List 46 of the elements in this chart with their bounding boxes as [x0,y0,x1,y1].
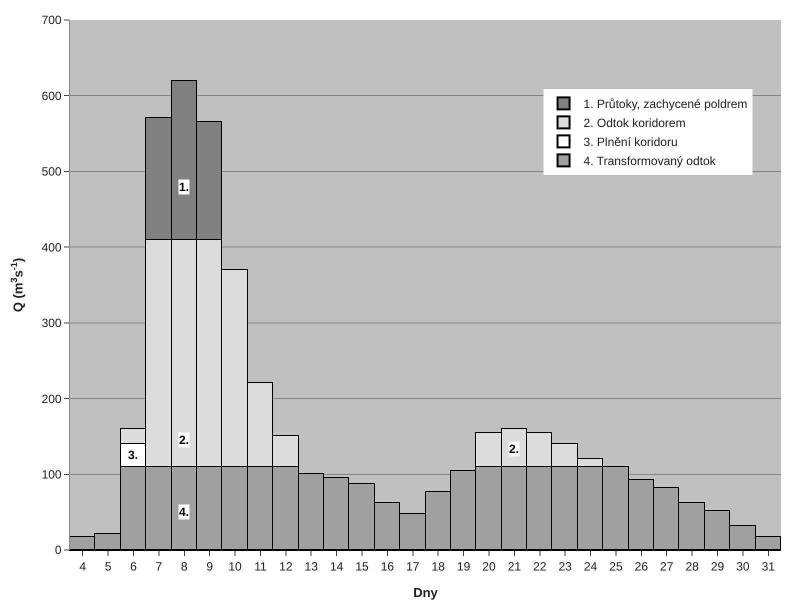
x-tick-label: 24 [584,559,598,574]
y-tick-label: 300 [42,316,62,330]
x-tick-label: 22 [533,559,547,574]
legend-label: 3. Plnění koridoru [584,135,678,150]
x-tick-label: 11 [254,559,267,574]
x-tick-label: 9 [206,559,214,574]
y-tick-label: 0 [54,543,62,558]
x-tick-label: 15 [355,559,370,574]
x-tick-label: 13 [304,559,318,574]
x-tick-label: 18 [432,559,446,574]
x-tick-label: 27 [660,559,674,574]
x-tick-label: 17 [406,559,420,574]
x-tick-label: 7 [156,559,163,574]
x-tick-label: 31 [762,559,776,574]
x-axis-title: Dny [413,585,439,600]
y-tick-label: 600 [42,88,62,103]
x-tick-label: 25 [609,559,623,574]
legend-label: 1. Průtoky, zachycené poldrem [584,97,748,112]
y-tick-label: 200 [42,392,62,406]
x-tick-label: 28 [685,559,700,574]
annotation: 2. [509,442,520,456]
annotation: 2. [179,433,190,447]
annotation: 3. [128,448,138,462]
legend-label: 4. Transformovaný odtok [584,154,717,168]
x-tick-label: 14 [330,559,344,574]
y-tick-label: 700 [42,13,62,28]
x-tick-label: 20 [482,559,496,574]
x-tick-label: 16 [380,559,394,574]
x-tick-label: 21 [508,559,522,574]
legend-label: 2. Odtok koridorem [584,116,686,130]
x-tick-label: 26 [634,559,648,574]
x-tick-label: 12 [279,559,293,574]
x-tick-label: 5 [104,559,112,574]
x-tick-label: 23 [558,559,572,574]
x-tick-label: 10 [228,559,242,574]
x-tick-label: 29 [710,559,725,574]
x-tick-label: 6 [130,559,138,574]
y-tick-label: 100 [42,467,62,482]
x-tick-label: 19 [456,559,471,574]
annotation: 1. [179,180,190,194]
x-tick-label: 8 [180,559,188,574]
annotation: 4. [179,505,190,519]
x-tick-label: 4 [79,559,86,574]
y-tick-label: 500 [42,164,62,179]
y-tick-label: 400 [42,240,62,254]
x-tick-label: 30 [736,559,750,574]
